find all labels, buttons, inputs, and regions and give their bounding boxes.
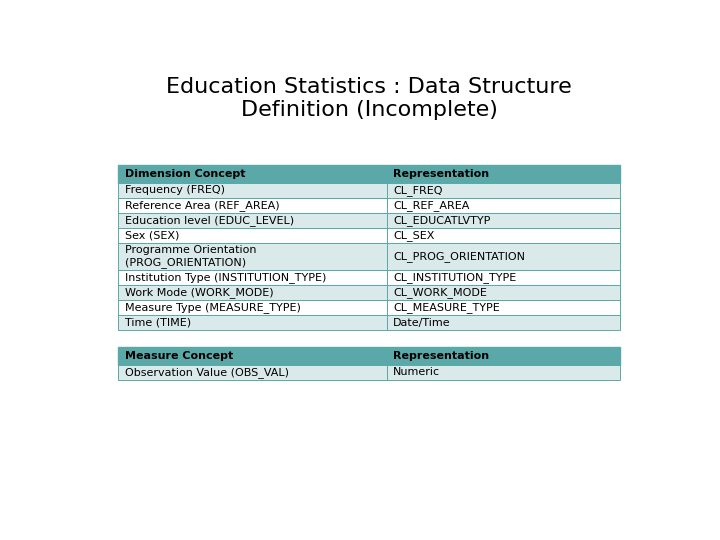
Bar [118, 165, 387, 183]
Text: Dimension Concept: Dimension Concept [125, 168, 245, 179]
Bar [387, 285, 620, 300]
Bar [387, 300, 620, 315]
Text: Measure Type (MEASURE_TYPE): Measure Type (MEASURE_TYPE) [125, 302, 300, 313]
Text: Education level (EDUC_LEVEL): Education level (EDUC_LEVEL) [125, 215, 294, 226]
Text: Sex (SEX): Sex (SEX) [125, 230, 179, 240]
Bar [387, 315, 620, 330]
Text: CL_PROG_ORIENTATION: CL_PROG_ORIENTATION [393, 251, 526, 262]
Text: Programme Orientation
(PROG_ORIENTATION): Programme Orientation (PROG_ORIENTATION) [125, 245, 256, 268]
Bar [118, 315, 387, 330]
Bar [387, 270, 620, 285]
Text: CL_FREQ: CL_FREQ [393, 185, 443, 196]
Bar [387, 365, 620, 380]
Bar [118, 347, 387, 365]
Bar [387, 243, 620, 270]
Text: CL_MEASURE_TYPE: CL_MEASURE_TYPE [393, 302, 500, 313]
Text: Reference Area (REF_AREA): Reference Area (REF_AREA) [125, 200, 279, 211]
Bar [387, 347, 620, 365]
Bar [118, 365, 387, 380]
Text: CL_EDUCATLVTYP: CL_EDUCATLVTYP [393, 215, 490, 226]
Text: Date/Time: Date/Time [393, 318, 451, 328]
Bar [118, 300, 387, 315]
Bar [387, 198, 620, 213]
Text: CL_INSTITUTION_TYPE: CL_INSTITUTION_TYPE [393, 272, 516, 283]
Text: Representation: Representation [393, 351, 490, 361]
Text: Time (TIME): Time (TIME) [125, 318, 191, 328]
Text: Measure Concept: Measure Concept [125, 351, 233, 361]
Bar [118, 228, 387, 243]
Bar [118, 213, 387, 228]
Text: Representation: Representation [393, 168, 490, 179]
Text: CL_SEX: CL_SEX [393, 230, 435, 241]
Text: Education Statistics : Data Structure
Definition (Incomplete): Education Statistics : Data Structure De… [166, 77, 572, 120]
Text: Frequency (FREQ): Frequency (FREQ) [125, 185, 225, 195]
Bar [118, 183, 387, 198]
Bar [118, 285, 387, 300]
Bar [118, 198, 387, 213]
Bar [118, 270, 387, 285]
Text: CL_WORK_MODE: CL_WORK_MODE [393, 287, 487, 298]
Text: CL_REF_AREA: CL_REF_AREA [393, 200, 469, 211]
Bar [387, 213, 620, 228]
Text: Work Mode (WORK_MODE): Work Mode (WORK_MODE) [125, 287, 273, 298]
Text: Observation Value (OBS_VAL): Observation Value (OBS_VAL) [125, 367, 289, 378]
Text: Institution Type (INSTITUTION_TYPE): Institution Type (INSTITUTION_TYPE) [125, 272, 326, 283]
Text: Numeric: Numeric [393, 368, 441, 377]
Bar [387, 183, 620, 198]
Bar [387, 228, 620, 243]
Bar [387, 165, 620, 183]
Bar [118, 243, 387, 270]
